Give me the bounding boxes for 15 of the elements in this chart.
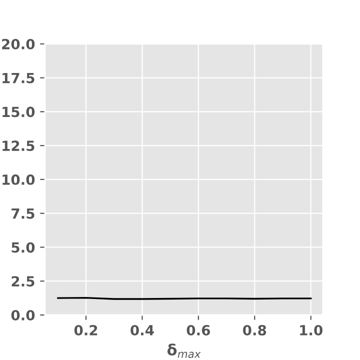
y-tick-label: 0.0 [11,310,35,320]
x-tick-label: 0.2 [74,324,98,336]
x-axis-title: δ$_{max}$ [167,344,201,358]
y-tick-label: 7.5 [12,208,34,219]
y-tick-label: 17.5 [2,72,34,84]
y-tick-label: 20.0 [2,38,35,50]
x-tick-label: 1.0 [300,324,322,336]
y-tick-label: 12.5 [2,140,34,152]
x-tick-label: 0.4 [130,324,154,336]
x-tick-label: 0.8 [242,324,266,336]
y-tick-label: 5.0 [12,242,35,253]
y-tick-label: 2.5 [12,276,34,287]
y-tick-label: 10.0 [2,174,35,185]
y-tick-label: 15.0 [2,106,35,118]
x-tick-label: 0.6 [186,324,210,336]
